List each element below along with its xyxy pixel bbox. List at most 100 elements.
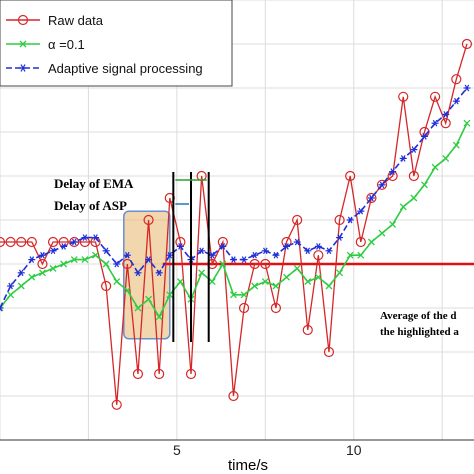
ema-mark-b xyxy=(176,278,184,286)
asp-point xyxy=(176,243,184,250)
raw-data-point xyxy=(398,91,409,102)
raw-data-point xyxy=(270,302,282,314)
asp-mark xyxy=(156,269,162,277)
ema-point xyxy=(123,286,131,294)
asp-mark xyxy=(231,256,236,263)
ema-mark-b xyxy=(452,141,460,149)
ema-mark-b xyxy=(0,304,4,309)
x-tick-label: 5 xyxy=(173,442,181,458)
asp-point xyxy=(399,155,407,162)
raw-data-point xyxy=(47,236,59,248)
raw-data-point xyxy=(302,324,313,336)
asp-point xyxy=(304,247,312,255)
asp-point xyxy=(166,251,174,259)
ema-mark-b xyxy=(49,264,57,272)
ema-mark-b xyxy=(304,278,312,286)
asp-mark xyxy=(29,256,35,263)
asp-point xyxy=(81,234,89,241)
asp-point xyxy=(283,243,291,250)
ema-point xyxy=(389,220,397,228)
ema-point xyxy=(219,260,227,268)
asp-mark xyxy=(0,304,3,310)
asp-point xyxy=(60,243,68,250)
raw-data-point xyxy=(249,258,260,270)
asp-mark xyxy=(135,269,141,277)
asp-mark xyxy=(454,97,459,105)
raw-data-point xyxy=(143,214,154,226)
asp-point xyxy=(463,84,471,92)
asp-mark xyxy=(294,238,300,246)
ema-mark-b xyxy=(346,251,354,259)
raw-data-point xyxy=(461,38,473,50)
asp-point xyxy=(49,247,57,255)
ema-point xyxy=(7,291,15,299)
x-axis-label: time/s xyxy=(228,457,268,474)
ema-point xyxy=(314,273,322,281)
ema-mark-b xyxy=(389,220,397,228)
ema-point xyxy=(145,295,153,303)
ema-mark-b xyxy=(283,273,290,281)
ema-point xyxy=(49,264,57,272)
raw-data-point xyxy=(111,399,122,410)
ema-mark-b xyxy=(421,181,428,189)
x-tick-label: 10 xyxy=(346,442,362,458)
ema-mark-b xyxy=(463,119,471,127)
highlight-box xyxy=(123,210,171,340)
asp-point xyxy=(219,243,227,250)
legend-label: α =0.1 xyxy=(48,37,85,52)
ema-mark-b xyxy=(7,291,15,299)
raw-data-point xyxy=(334,214,345,226)
asp-mark xyxy=(103,247,109,255)
asp-mark xyxy=(220,243,226,250)
asp-mark xyxy=(464,84,470,92)
asp-mark xyxy=(263,247,268,255)
ema-point xyxy=(293,264,301,272)
asp-mark xyxy=(61,243,66,250)
asp-point xyxy=(251,251,259,259)
ema-point xyxy=(198,269,206,277)
asp-mark xyxy=(379,181,385,189)
asp-point xyxy=(410,146,418,153)
ema-point xyxy=(60,260,68,268)
asp-point xyxy=(38,251,46,259)
raw-data-point xyxy=(228,390,239,402)
ema-mark-b xyxy=(208,278,216,286)
ema-point xyxy=(452,141,460,149)
asp-point xyxy=(7,282,15,290)
ema-mark-b xyxy=(399,203,407,211)
asp-point xyxy=(17,269,25,277)
legend: Raw data α =0.1 Adaptive signal processing xyxy=(0,0,233,87)
ema-point xyxy=(261,278,269,286)
raw-data-point xyxy=(260,258,271,270)
asp-mark xyxy=(82,234,88,241)
raw-data-point xyxy=(26,236,37,248)
ema-mark-b xyxy=(198,269,206,277)
legend-swatch-marker xyxy=(19,40,27,48)
ema-mark-b xyxy=(102,260,110,268)
asp-point xyxy=(367,194,375,202)
asp-point xyxy=(346,216,354,224)
ema-mark-b xyxy=(410,194,418,202)
ema-point xyxy=(431,163,439,171)
asp-mark xyxy=(400,155,406,162)
ema-mark-b xyxy=(261,278,269,286)
ema-point xyxy=(378,229,386,237)
ema-mark-b xyxy=(166,291,174,299)
asp-mark xyxy=(273,251,279,259)
asp-point xyxy=(314,243,322,250)
raw-data-point xyxy=(366,192,377,204)
ema-point xyxy=(166,291,174,299)
raw-data-point xyxy=(408,170,419,182)
ema-point xyxy=(208,278,216,286)
ema-point xyxy=(92,251,99,259)
ema-mark-b xyxy=(293,264,301,272)
ema-mark-b xyxy=(92,251,99,259)
asp-point xyxy=(272,251,280,259)
ema-mark-a xyxy=(0,307,4,312)
ema-point xyxy=(0,304,4,312)
raw-data-point xyxy=(16,236,27,248)
ema-mark-b xyxy=(70,256,78,264)
asp-mark xyxy=(72,238,77,246)
raw-data-point xyxy=(451,74,462,85)
